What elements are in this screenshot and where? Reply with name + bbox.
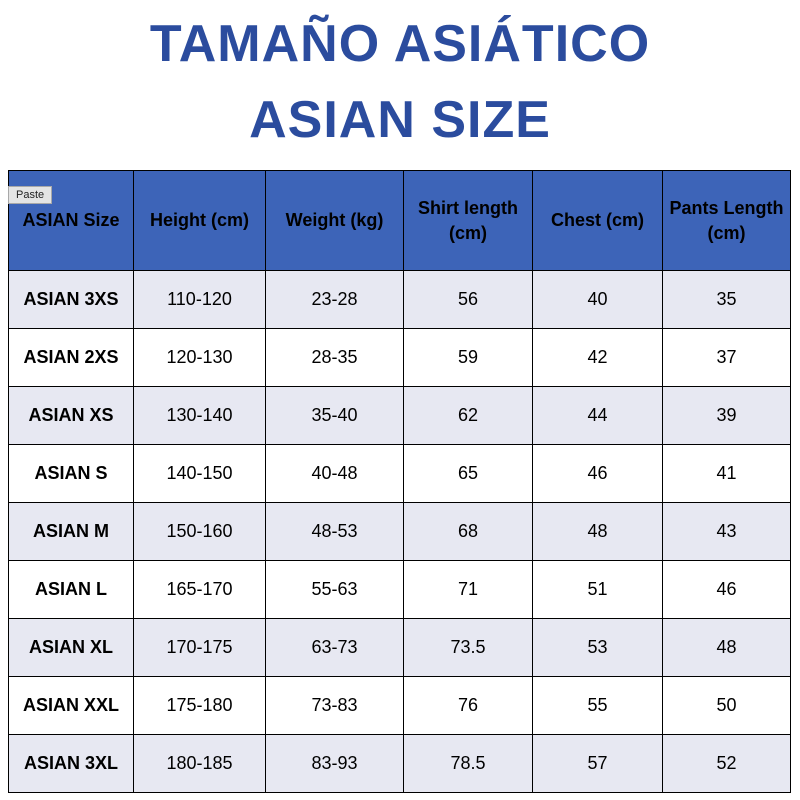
- value-cell: 73-83: [265, 676, 404, 735]
- size-table: ASIAN Size Height (cm) Weight (kg) Shirt le…: [8, 170, 791, 793]
- column-header: Shirt length (cm): [403, 170, 533, 271]
- value-cell: 68: [403, 502, 533, 561]
- size-label-cell: ASIAN 3XS: [8, 270, 134, 329]
- value-cell: 35-40: [265, 386, 404, 445]
- column-header: Pants Length (cm): [662, 170, 791, 271]
- size-label-cell: ASIAN 2XS: [8, 328, 134, 387]
- value-cell: 28-35: [265, 328, 404, 387]
- value-cell: 57: [532, 734, 663, 793]
- value-cell: 63-73: [265, 618, 404, 677]
- table-row: ASIAN 3XL 180-185 83-93 78.5 57 52: [8, 734, 791, 793]
- value-cell: 50: [662, 676, 791, 735]
- value-cell: 83-93: [265, 734, 404, 793]
- value-cell: 71: [403, 560, 533, 619]
- table-row: ASIAN XL 170-175 63-73 73.5 53 48: [8, 618, 791, 677]
- header-row: ASIAN Size Height (cm) Weight (kg) Shirt le…: [8, 170, 791, 271]
- value-cell: 42: [532, 328, 663, 387]
- table-row: ASIAN S 140-150 40-48 65 46 41: [8, 444, 791, 503]
- value-cell: 55: [532, 676, 663, 735]
- value-cell: 76: [403, 676, 533, 735]
- value-cell: 35: [662, 270, 791, 329]
- size-label-cell: ASIAN XS: [8, 386, 134, 445]
- page-title-english: ASIAN SIZE: [249, 91, 551, 149]
- table-row: ASIAN XXL 175-180 73-83 76 55 50: [8, 676, 791, 735]
- value-cell: 51: [532, 560, 663, 619]
- table-row: ASIAN 2XS 120-130 28-35 59 42 37: [8, 328, 791, 387]
- value-cell: 165-170: [133, 560, 266, 619]
- value-cell: 55-63: [265, 560, 404, 619]
- value-cell: 78.5: [403, 734, 533, 793]
- value-cell: 175-180: [133, 676, 266, 735]
- page-title-spanish: TAMAÑO ASIÁTICO: [149, 15, 651, 73]
- size-label-cell: ASIAN S: [8, 444, 134, 503]
- value-cell: 65: [403, 444, 533, 503]
- value-cell: 48: [532, 502, 663, 561]
- table-row: ASIAN XS 130-140 35-40 62 44 39: [8, 386, 791, 445]
- value-cell: 48: [662, 618, 791, 677]
- value-cell: 62: [403, 386, 533, 445]
- value-cell: 46: [662, 560, 791, 619]
- value-cell: 180-185: [133, 734, 266, 793]
- value-cell: 73.5: [403, 618, 533, 677]
- value-cell: 140-150: [133, 444, 266, 503]
- table-row: ASIAN 3XS 110-120 23-28 56 40 35: [8, 270, 791, 329]
- value-cell: 150-160: [133, 502, 266, 561]
- value-cell: 59: [403, 328, 533, 387]
- table-row: ASIAN M 150-160 48-53 68 48 43: [8, 502, 791, 561]
- size-label-cell: ASIAN XXL: [8, 676, 134, 735]
- value-cell: 44: [532, 386, 663, 445]
- value-cell: 48-53: [265, 502, 404, 561]
- value-cell: 53: [532, 618, 663, 677]
- value-cell: 40-48: [265, 444, 404, 503]
- column-header: Chest (cm): [532, 170, 663, 271]
- value-cell: 43: [662, 502, 791, 561]
- value-cell: 130-140: [133, 386, 266, 445]
- value-cell: 110-120: [133, 270, 266, 329]
- value-cell: 40: [532, 270, 663, 329]
- size-label-cell: ASIAN M: [8, 502, 134, 561]
- value-cell: 39: [662, 386, 791, 445]
- value-cell: 23-28: [265, 270, 404, 329]
- value-cell: 52: [662, 734, 791, 793]
- column-header: Height (cm): [133, 170, 266, 271]
- value-cell: 170-175: [133, 618, 266, 677]
- size-label-cell: ASIAN 3XL: [8, 734, 134, 793]
- paste-button[interactable]: Paste: [8, 186, 53, 204]
- size-label-cell: ASIAN XL: [8, 618, 134, 677]
- value-cell: 37: [662, 328, 791, 387]
- table-row: ASIAN L 165-170 55-63 71 51 46: [8, 560, 791, 619]
- value-cell: 46: [532, 444, 663, 503]
- table-body: ASIAN 3XS 110-120 23-28 56 40 35 ASIAN 2XS 120-…: [8, 270, 791, 793]
- value-cell: 120-130: [133, 328, 266, 387]
- column-header: Weight (kg): [265, 170, 404, 271]
- value-cell: 56: [403, 270, 533, 329]
- size-label-cell: ASIAN L: [8, 560, 134, 619]
- value-cell: 41: [662, 444, 791, 503]
- table-header-row: ASIAN Size Height (cm) Weight (kg) Shirt le…: [8, 170, 791, 271]
